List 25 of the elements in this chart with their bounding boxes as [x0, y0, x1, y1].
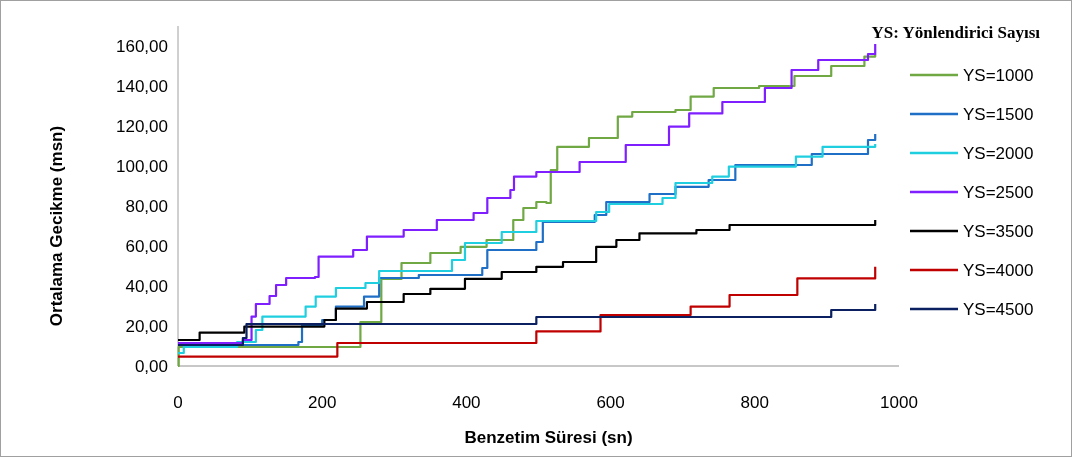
legend-label: YS=4000 — [963, 260, 1034, 280]
y-tick-label: 100,00 — [116, 156, 168, 176]
x-tick-label: 800 — [740, 393, 769, 412]
x-tick-label: 1000 — [880, 393, 918, 412]
x-tick-label: 600 — [596, 393, 625, 412]
y-tick-label: 140,00 — [116, 76, 168, 96]
x-axis-title: Benzetim Süresi (sn) — [464, 428, 633, 447]
y-tick-label: 160,00 — [116, 36, 168, 56]
legend-label: YS=4500 — [963, 299, 1034, 319]
y-axis-title: Ortalama Gecikme (msn) — [47, 125, 66, 327]
y-tick-label: 120,00 — [116, 116, 168, 136]
y-tick-label: 60,00 — [125, 236, 168, 256]
legend-label: YS=1500 — [963, 104, 1034, 124]
y-tick-label: 40,00 — [125, 276, 168, 296]
legend-title: YS: Yönlendirici Sayısı — [871, 23, 1041, 42]
legend-label: YS=3500 — [963, 221, 1034, 241]
legend-label: YS=2000 — [963, 143, 1034, 163]
x-tick-label: 0 — [173, 393, 183, 412]
legend-label: YS=1000 — [963, 65, 1034, 85]
x-tick-label: 200 — [308, 393, 337, 412]
legend-label: YS=2500 — [963, 182, 1034, 202]
y-tick-label: 80,00 — [125, 196, 168, 216]
x-tick-label: 400 — [452, 393, 481, 412]
y-tick-label: 20,00 — [125, 316, 168, 336]
y-tick-label: 0,00 — [134, 356, 168, 376]
